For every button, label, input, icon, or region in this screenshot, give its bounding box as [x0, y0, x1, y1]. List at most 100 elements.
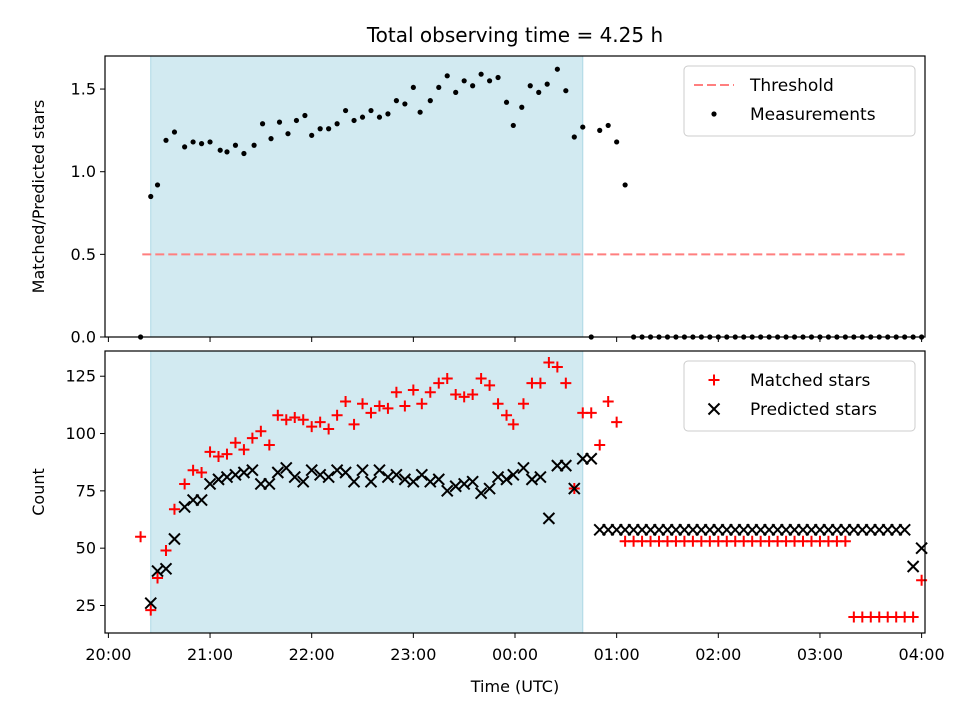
data-point — [263, 439, 275, 451]
legend: Threshold Measurements — [683, 65, 916, 137]
data-point — [148, 193, 154, 200]
data-point — [342, 107, 349, 114]
data-point — [461, 78, 467, 84]
data-point — [500, 473, 513, 486]
legend-label: Measurements — [750, 105, 876, 125]
data-point — [232, 142, 239, 148]
legend-box — [683, 360, 916, 432]
data-point — [507, 468, 520, 482]
observing-window-shade — [150, 351, 583, 633]
x-tick-label: 01:00 — [594, 645, 640, 664]
data-point — [543, 356, 555, 368]
data-point — [517, 398, 529, 410]
data-point — [376, 114, 383, 120]
data-point — [503, 99, 510, 105]
y-tick-label: 50 — [76, 539, 96, 558]
legend-label: Matched stars — [750, 371, 870, 391]
data-point — [334, 121, 340, 127]
data-point — [271, 466, 285, 479]
data-point — [204, 446, 216, 458]
data-point — [241, 150, 247, 157]
data-point — [907, 611, 919, 623]
y-tick-label: 0.0 — [71, 328, 96, 347]
data-point — [554, 66, 560, 72]
data-point — [534, 377, 546, 389]
data-point — [441, 373, 453, 385]
series-matched-stars — [135, 356, 928, 623]
data-point — [501, 409, 513, 421]
data-point — [519, 104, 525, 110]
data-point — [195, 493, 208, 507]
data-point — [179, 478, 191, 490]
data-point — [495, 74, 501, 81]
data-point — [276, 119, 283, 125]
data-point — [187, 464, 199, 476]
top-panel: 0.0 0.5 1.0 1.5 Matched/Predicted stars Thres… — [29, 55, 926, 347]
data-point — [602, 395, 614, 407]
x-tick-label: 03:00 — [797, 645, 843, 664]
data-point — [168, 532, 181, 546]
legend-box — [683, 65, 916, 137]
data-point — [255, 425, 267, 437]
data-point — [407, 384, 419, 396]
y-axis-label: Matched/Predicted stars — [29, 100, 48, 294]
data-point — [203, 477, 217, 491]
data-point — [213, 450, 225, 462]
legend-marker — [711, 111, 717, 117]
data-point — [178, 500, 191, 514]
data-point — [542, 512, 556, 525]
data-point — [163, 137, 169, 143]
data-point — [399, 400, 411, 412]
data-point — [373, 464, 386, 477]
data-point — [348, 418, 360, 430]
y-tick-label: 125 — [65, 367, 96, 386]
legend-label: Threshold — [749, 76, 834, 96]
data-point — [390, 468, 403, 482]
y-tick-label: 25 — [76, 596, 96, 615]
data-point — [357, 398, 369, 410]
data-point — [190, 139, 196, 145]
data-point — [433, 377, 445, 389]
data-point — [280, 414, 292, 426]
data-point — [544, 81, 550, 87]
data-point — [417, 109, 423, 115]
y-tick-label: 1.0 — [71, 162, 96, 181]
data-point — [297, 475, 310, 488]
data-point — [536, 89, 542, 95]
data-point — [424, 386, 436, 398]
data-point — [839, 535, 851, 547]
x-tick-label: 21:00 — [187, 645, 233, 664]
data-point — [322, 470, 335, 484]
data-point — [474, 486, 488, 500]
y-tick-label: 100 — [65, 424, 96, 443]
data-point — [410, 84, 416, 91]
data-point — [198, 141, 205, 147]
x-tick-label: 22:00 — [289, 645, 335, 664]
legend-marker — [707, 402, 721, 416]
data-point — [563, 88, 569, 94]
data-point — [432, 473, 445, 486]
data-point — [168, 503, 180, 515]
data-point — [594, 439, 606, 451]
data-point — [470, 83, 476, 89]
data-point — [359, 114, 366, 120]
data-point — [560, 377, 572, 389]
data-point — [898, 523, 911, 537]
data-point — [585, 452, 598, 465]
data-point — [444, 73, 450, 79]
data-point — [585, 407, 597, 419]
data-point — [145, 604, 157, 616]
data-point — [906, 560, 920, 573]
data-point — [390, 386, 402, 398]
data-point — [356, 464, 369, 477]
data-point — [415, 468, 429, 482]
data-point — [285, 131, 291, 137]
x-tick-label: 00:00 — [492, 645, 538, 664]
data-point — [217, 147, 223, 153]
data-point — [171, 129, 178, 135]
data-point — [450, 389, 462, 401]
data-point — [416, 398, 428, 410]
data-point — [466, 475, 479, 488]
data-point — [527, 83, 533, 89]
legend: Matched stars Predicted stars — [683, 360, 916, 432]
